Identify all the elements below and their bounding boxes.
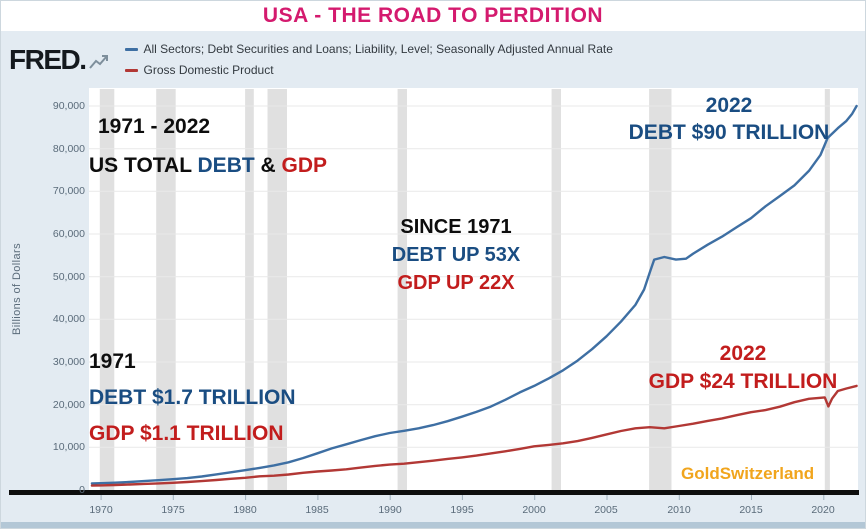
x-tick-mark — [823, 495, 825, 500]
debt-line-swatch — [124, 47, 138, 51]
fred-header: FRED. All Sectors; Debt Securities and L… — [1, 31, 865, 88]
annotation-since-1971: SINCE 1971 DEBT UP 53X GDP UP 22X — [331, 213, 581, 297]
x-tick-mark — [389, 495, 391, 500]
x-tick-mark — [606, 495, 608, 500]
annotation-total-debt: DEBT — [197, 154, 255, 177]
x-tick-mark — [461, 495, 463, 500]
y-axis-label: 60,000 — [52, 228, 85, 240]
x-tick-mark — [100, 495, 102, 500]
y-axis-label: 40,000 — [52, 313, 85, 325]
x-axis-label: 1970 — [89, 504, 113, 516]
annotation-gdp-2022-value: GDP $24 TRILLION — [648, 370, 838, 393]
annotation-1971-gdp: GDP $1.1 TRILLION — [89, 422, 284, 445]
annotation-1971: 1971 DEBT $1.7 TRILLION GDP $1.1 TRILLIO… — [89, 350, 296, 446]
title-bar: USA - THE ROAD TO PERDITION — [1, 1, 865, 31]
annotation-total-prefix: US TOTAL — [89, 154, 198, 177]
annotation-period: 1971 - 2022 — [98, 115, 211, 138]
x-axis-label: 2010 — [667, 504, 691, 516]
x-axis-label: 2005 — [594, 504, 618, 516]
annotation-gdp-up: GDP UP 22X — [397, 272, 515, 294]
x-axis-label: 2015 — [739, 504, 763, 516]
y-axis-label: 50,000 — [52, 271, 85, 283]
x-axis-label: 1990 — [378, 504, 402, 516]
x-tick-mark — [317, 495, 319, 500]
y-axis-label: 10,000 — [52, 441, 85, 453]
annotation-since-title: SINCE 1971 — [400, 216, 512, 238]
x-tick-mark — [245, 495, 247, 500]
legend-label-gdp: Gross Domestic Product — [143, 63, 274, 77]
annotation-1971-year: 1971 — [89, 350, 136, 373]
x-tick-mark — [172, 495, 174, 500]
legend: All Sectors; Debt Securities and Loans; … — [124, 42, 613, 77]
x-tick-mark — [678, 495, 680, 500]
y-axis-title: Billions of Dollars — [11, 243, 23, 335]
legend-item-debt: All Sectors; Debt Securities and Loans; … — [124, 42, 613, 56]
annotation-debt-2022-year: 2022 — [705, 94, 753, 117]
y-axis-label: 70,000 — [52, 185, 85, 197]
x-axis-label: 1995 — [450, 504, 474, 516]
annotation-gdp-2022: 2022 GDP $24 TRILLION — [623, 340, 863, 396]
annotation-total-amp: & — [254, 154, 282, 177]
x-tick-mark — [534, 495, 536, 500]
annotation-debt-2022: 2022 DEBT $90 TRILLION — [599, 92, 859, 146]
x-axis-label: 1985 — [305, 504, 329, 516]
fred-logo: FRED. — [9, 44, 111, 76]
bottom-bar — [1, 522, 865, 528]
x-tick-mark — [751, 495, 752, 500]
y-axis-label: 90,000 — [52, 100, 85, 112]
annotation-debt-up: DEBT UP 53X — [391, 244, 521, 266]
annotation-total-gdp: GDP — [281, 154, 328, 177]
annotation-gdp-2022-year: 2022 — [719, 342, 767, 365]
y-axis-label: 20,000 — [52, 399, 85, 411]
fred-logo-text: FRED. — [9, 43, 87, 75]
trend-up-icon — [88, 55, 108, 69]
watermark-goldswitzerland: GoldSwitzerland — [681, 464, 815, 483]
x-axis-label: 2020 — [811, 504, 835, 516]
y-axis-label: 80,000 — [52, 143, 85, 155]
x-axis-label: 1980 — [233, 504, 257, 516]
x-axis-label: 1975 — [161, 504, 185, 516]
legend-item-gdp: Gross Domestic Product — [124, 63, 613, 77]
y-axis-label: 30,000 — [52, 356, 85, 368]
gdp-line-swatch — [124, 68, 138, 72]
x-axis-label: 2000 — [522, 504, 546, 516]
annotation-debt-2022-value: DEBT $90 TRILLION — [628, 121, 830, 144]
legend-label-debt: All Sectors; Debt Securities and Loans; … — [143, 42, 613, 56]
annotation-total-debt-gdp: US TOTAL DEBT & GDP — [89, 154, 327, 178]
y-axis-label: 0 — [79, 484, 85, 496]
page-title: USA - THE ROAD TO PERDITION — [262, 4, 604, 27]
annotation-1971-debt: DEBT $1.7 TRILLION — [89, 386, 296, 409]
